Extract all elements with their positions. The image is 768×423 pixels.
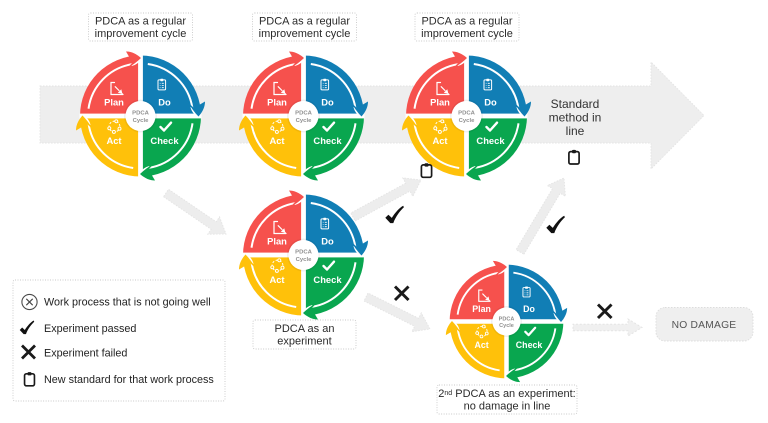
svg-text:New standard for that work pro: New standard for that work process bbox=[44, 374, 214, 386]
svg-text:no damage in line: no damage in line bbox=[464, 401, 551, 413]
svg-text:2nd PDCA as an experiment:: 2nd PDCA as an experiment: bbox=[438, 388, 575, 400]
svg-text:improvement cycle: improvement cycle bbox=[95, 28, 187, 40]
svg-text:Standard: Standard bbox=[551, 97, 600, 111]
svg-text:PDCA as a regular: PDCA as a regular bbox=[259, 16, 350, 28]
svg-text:PDCA as a regular: PDCA as a regular bbox=[95, 16, 186, 28]
svg-text:NO DAMAGE: NO DAMAGE bbox=[672, 320, 737, 331]
svg-text:improvement cycle: improvement cycle bbox=[421, 28, 513, 40]
svg-text:PDCA as an: PDCA as an bbox=[275, 323, 335, 335]
svg-text:method in: method in bbox=[549, 111, 602, 125]
svg-text:PDCA as a regular: PDCA as a regular bbox=[421, 16, 512, 28]
svg-text:experiment: experiment bbox=[277, 336, 331, 348]
svg-text:improvement cycle: improvement cycle bbox=[259, 28, 351, 40]
svg-text:Experiment failed: Experiment failed bbox=[44, 348, 127, 360]
svg-text:Experiment passed: Experiment passed bbox=[44, 323, 136, 335]
svg-text:line: line bbox=[566, 124, 585, 138]
svg-text:Work process that is not going: Work process that is not going well bbox=[44, 297, 211, 309]
